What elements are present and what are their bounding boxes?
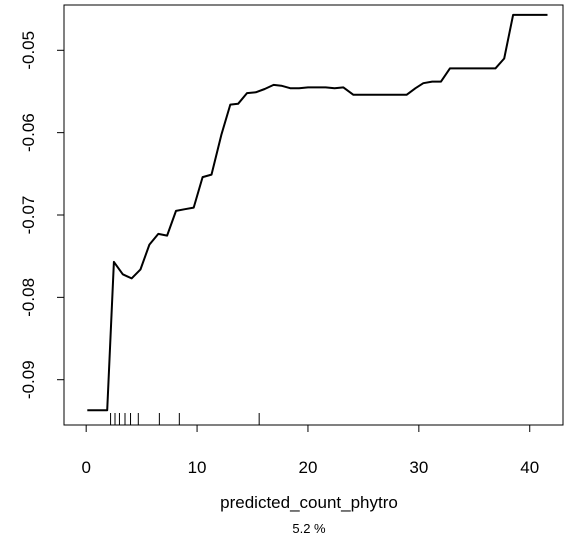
y-tick-label: -0.05 bbox=[19, 31, 38, 70]
series-layer bbox=[87, 13, 548, 412]
x-tick-label: 0 bbox=[81, 458, 90, 477]
series-line bbox=[87, 13, 548, 412]
rug-marks bbox=[110, 413, 260, 425]
x-tick-label: 40 bbox=[520, 458, 539, 477]
y-tick-label: -0.09 bbox=[19, 360, 38, 399]
y-tick-label: -0.07 bbox=[19, 196, 38, 235]
y-tick-label: -0.08 bbox=[19, 278, 38, 317]
x-axis-label: predicted_count_phytro bbox=[220, 493, 398, 512]
y-tick-label: -0.06 bbox=[19, 113, 38, 152]
chart-subtitle: 5.2 % bbox=[292, 521, 326, 536]
y-axis: -0.09 -0.08 -0.07 -0.06 -0.05 bbox=[19, 31, 65, 399]
x-tick-label: 10 bbox=[188, 458, 207, 477]
x-tick-label: 20 bbox=[298, 458, 317, 477]
x-tick-label: 30 bbox=[409, 458, 428, 477]
x-axis: 0 10 20 30 40 bbox=[81, 424, 539, 477]
